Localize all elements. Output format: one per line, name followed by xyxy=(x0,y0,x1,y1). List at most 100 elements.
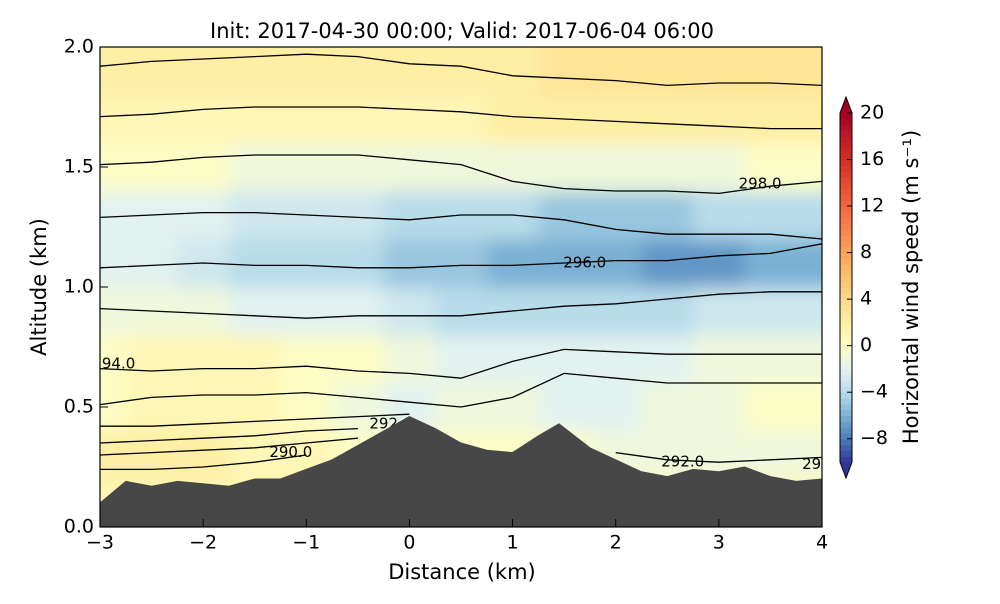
colorbar-swatch xyxy=(840,415,852,422)
colorbar-tick-label: 12 xyxy=(860,195,884,217)
y-tick-label: 1.0 xyxy=(64,276,94,298)
colorbar-swatch xyxy=(840,240,852,248)
colorbar-swatch xyxy=(840,275,852,283)
wind-cell xyxy=(100,47,127,96)
y-tick-label: 2.0 xyxy=(64,36,94,58)
isentrope xyxy=(100,454,307,471)
wind-cell xyxy=(228,47,281,96)
wind-cell xyxy=(486,335,539,384)
contour-label: 296.0 xyxy=(563,254,606,272)
colorbar-swatch xyxy=(840,328,852,335)
isentrope xyxy=(615,451,822,463)
x-tick-label: 1 xyxy=(507,532,519,554)
wind-cell xyxy=(435,335,488,384)
colorbar-frame xyxy=(839,95,853,480)
colorbar-swatch xyxy=(840,421,852,428)
wind-cell xyxy=(589,383,642,432)
colorbar-swatch xyxy=(840,357,852,364)
colorbar-swatch xyxy=(840,392,852,399)
wind-cell xyxy=(641,335,694,384)
colorbar-swatch xyxy=(840,374,852,382)
wind-cell xyxy=(641,191,694,240)
wind-cell xyxy=(177,335,230,384)
wind-cell xyxy=(744,95,797,144)
colorbar-swatch xyxy=(840,165,852,172)
wind-cell xyxy=(332,335,385,384)
contour-label: 290.0 xyxy=(269,443,312,461)
wind-cell xyxy=(641,143,694,192)
colorbar-swatch xyxy=(840,368,852,376)
colorbar-swatch xyxy=(840,217,852,225)
contour-label: 29 xyxy=(802,455,821,473)
wind-cell xyxy=(228,431,281,480)
wind-cell xyxy=(383,191,436,240)
wind-cell xyxy=(383,239,436,288)
wind-cell xyxy=(641,239,694,288)
wind-cell xyxy=(228,191,281,240)
isentrope xyxy=(100,427,358,444)
wind-cell xyxy=(125,383,178,432)
wind-cell xyxy=(100,239,127,288)
colorbar-swatch xyxy=(840,322,852,329)
contour-label: 298.0 xyxy=(739,174,782,192)
colorbar-tick-label: 4 xyxy=(860,288,872,310)
wind-cell xyxy=(796,383,822,432)
colorbar-tick-label: 8 xyxy=(860,241,872,263)
wind-cell xyxy=(589,143,642,192)
isentrope xyxy=(100,372,822,408)
wind-cell xyxy=(100,431,127,480)
x-tick-label: 2 xyxy=(610,532,622,554)
colorbar-swatch xyxy=(840,456,852,463)
wind-cell xyxy=(280,383,333,432)
colorbar-swatch xyxy=(840,287,852,294)
wind-cell xyxy=(538,383,591,432)
wind-cell xyxy=(100,335,127,384)
colorbar-swatch xyxy=(840,124,852,132)
colorbar-extend-max xyxy=(840,97,852,113)
colorbar-tick-label: −8 xyxy=(860,427,888,449)
wind-cell xyxy=(538,335,591,384)
colorbar-swatch xyxy=(840,182,852,190)
colorbar-label: Horizontal wind speed (m s⁻¹) xyxy=(899,130,923,444)
isentrope xyxy=(100,154,822,195)
wind-cell xyxy=(332,239,385,288)
wind-cell xyxy=(228,239,281,288)
colorbar-swatch xyxy=(840,194,852,201)
x-tick-label: 0 xyxy=(403,532,415,554)
wind-cell xyxy=(435,143,488,192)
wind-cell xyxy=(177,143,230,192)
colorbar-swatch xyxy=(840,345,852,353)
wind-cell xyxy=(796,191,822,240)
colorbar-swatch xyxy=(840,450,852,457)
wind-cell xyxy=(744,191,797,240)
wind-cell xyxy=(383,95,436,144)
colorbar-swatch xyxy=(840,264,852,271)
wind-cell xyxy=(641,287,694,336)
contour-label: 94.0 xyxy=(102,354,135,372)
wind-cell xyxy=(435,47,488,96)
wind-cell xyxy=(177,95,230,144)
wind-cell xyxy=(486,95,539,144)
wind-cell xyxy=(744,287,797,336)
colorbar-swatch xyxy=(840,403,852,411)
wind-cell xyxy=(744,143,797,192)
wind-cell xyxy=(177,191,230,240)
wind-cell xyxy=(332,383,385,432)
isentrope xyxy=(100,53,822,87)
colorbar-swatch xyxy=(840,235,852,242)
wind-cell xyxy=(125,47,178,96)
wind-cell xyxy=(693,239,746,288)
y-tick-label: 0.5 xyxy=(64,396,94,418)
colorbar-swatch xyxy=(840,118,852,126)
x-tick-label: −3 xyxy=(86,532,114,554)
wind-cell xyxy=(589,191,642,240)
wind-cell xyxy=(538,47,591,96)
wind-cell xyxy=(100,191,127,240)
colorbar-swatch xyxy=(840,386,852,393)
wind-cell xyxy=(100,287,127,336)
wind-cell xyxy=(486,239,539,288)
wind-cell xyxy=(744,383,797,432)
colorbar-swatch xyxy=(840,444,852,451)
wind-cell xyxy=(332,95,385,144)
